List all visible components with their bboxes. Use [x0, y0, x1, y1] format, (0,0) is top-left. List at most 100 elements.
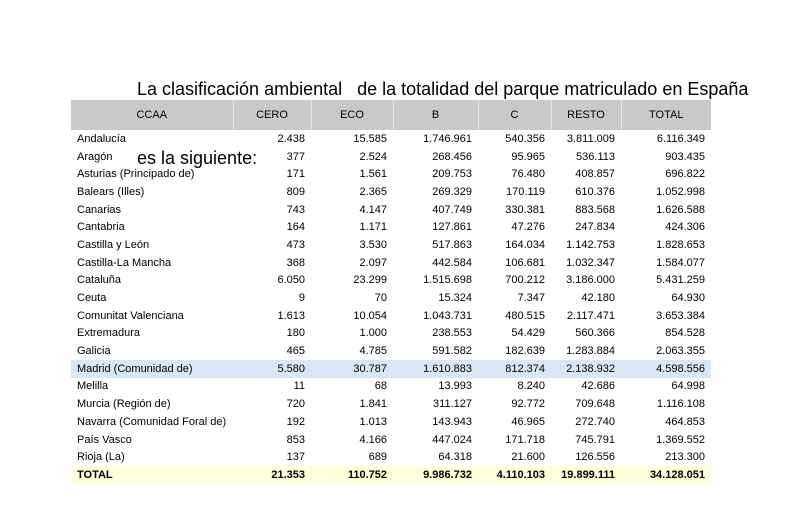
region-cell: Aragón	[77, 150, 113, 163]
value-cell: 1.369.552	[656, 433, 705, 446]
region-cell: Melilla	[77, 380, 109, 393]
region-cell: Rioja (La)	[77, 451, 125, 464]
value-cell: 76.480	[511, 168, 545, 181]
value-cell: 164.034	[505, 238, 545, 251]
value-cell: 1.171	[359, 221, 387, 234]
value-cell: 106.681	[505, 256, 545, 269]
value-cell: 47.276	[511, 221, 545, 234]
value-cell: 64.930	[671, 292, 705, 305]
region-cell: Castilla-La Mancha	[77, 256, 172, 269]
table-row: Aragón 377 2.524 268.456 95.965 536.113 903.43…	[71, 148, 711, 166]
value-cell: 46.965	[511, 415, 545, 428]
value-cell: 465	[286, 345, 305, 358]
value-cell: 2.438	[277, 132, 305, 145]
value-cell: 2.138.932	[551, 359, 621, 378]
value-cell: 4.598.556	[621, 359, 711, 378]
value-cell: 700.212	[505, 274, 545, 287]
value-cell: 64.318	[438, 451, 472, 464]
value-cell: 1.043.731	[423, 309, 472, 322]
value-cell: 171	[286, 168, 305, 181]
table-row: País Vasco 853 4.166 447.024 171.718 745.791 1…	[71, 431, 711, 449]
value-cell: 238.553	[432, 327, 472, 340]
value-cell: 95.965	[511, 150, 545, 163]
value-cell: 3.530	[359, 238, 387, 251]
region-cell: Canarias	[77, 203, 122, 216]
value-cell: 1.841	[359, 398, 387, 411]
value-cell: 1.032.347	[566, 256, 615, 269]
region-cell: Madrid (Comunidad de)	[71, 359, 233, 378]
region-cell: Asturias (Principado de)	[77, 168, 195, 181]
value-cell: 536.113	[576, 150, 615, 163]
value-cell: 311.127	[433, 398, 472, 411]
value-cell: 213.300	[665, 451, 705, 464]
value-cell: 54.429	[511, 327, 545, 340]
value-cell: 743	[286, 203, 305, 216]
value-cell: 70	[374, 292, 387, 305]
table-row: Canarias 743 4.147 407.749 330.381 883.568 1.6…	[71, 201, 711, 219]
value-cell: 442.584	[432, 256, 472, 269]
value-cell: 4.785	[359, 345, 387, 358]
total-cell: 19.899.111	[551, 466, 621, 484]
total-cell: 21.353	[233, 466, 311, 484]
value-cell: 6.050	[277, 274, 305, 287]
value-cell: 68	[374, 380, 387, 393]
value-cell: 9	[298, 292, 305, 305]
region-cell: Comunitat Valenciana	[77, 309, 184, 322]
value-cell: 903.435	[665, 150, 705, 163]
value-cell: 1.561	[359, 168, 387, 181]
column-header: ECO	[310, 100, 393, 130]
region-cell: Cataluña	[77, 274, 122, 287]
value-cell: 42.180	[581, 292, 615, 305]
value-cell: 1.116.108	[656, 398, 705, 411]
value-cell: 1.283.884	[566, 345, 615, 358]
value-cell: 720	[286, 398, 305, 411]
value-cell: 368	[286, 256, 305, 269]
value-cell: 591.582	[432, 345, 472, 358]
value-cell: 2.097	[359, 256, 387, 269]
column-header: CCAA	[71, 100, 233, 130]
value-cell: 268.456	[432, 150, 472, 163]
value-cell: 127.861	[432, 221, 472, 234]
value-cell: 23.299	[353, 274, 387, 287]
value-cell: 11	[293, 380, 305, 393]
value-cell: 853	[286, 433, 305, 446]
value-cell: 10.054	[353, 309, 387, 322]
value-cell: 2.117.471	[566, 309, 615, 322]
value-cell: 1.584.077	[656, 256, 705, 269]
value-cell: 407.749	[432, 203, 472, 216]
table-row: Murcia (Región de) 720 1.841 311.127 92.772 7…	[71, 395, 711, 413]
value-cell: 7.347	[517, 292, 545, 305]
value-cell: 480.515	[505, 309, 545, 322]
value-cell: 15.324	[438, 292, 472, 305]
table-row: Navarra (Comunidad Foral de) 192 1.013 143.…	[71, 413, 711, 431]
value-cell: 3.811.009	[566, 132, 615, 145]
value-cell: 377	[286, 150, 305, 163]
value-cell: 1.828.653	[656, 238, 705, 251]
table-row: Rioja (La) 137 689 64.318 21.600 126.556 213.3…	[71, 448, 711, 466]
table-row: Extremadura 180 1.000 238.553 54.429 560.366 8…	[71, 325, 711, 343]
value-cell: 3.653.384	[656, 309, 705, 322]
value-cell: 209.753	[432, 168, 472, 181]
column-header: C	[477, 100, 551, 130]
value-cell: 171.718	[505, 433, 545, 446]
value-cell: 854.528	[665, 327, 705, 340]
value-cell: 3.186.000	[566, 274, 615, 287]
value-cell: 92.772	[511, 398, 545, 411]
title: La clasificación ambiental de la totalid…	[137, 32, 748, 216]
table-row: Cataluña 6.050 23.299 1.515.698 700.212 3.186…	[71, 272, 711, 290]
value-cell: 560.366	[575, 327, 615, 340]
value-cell: 1.610.883	[393, 359, 478, 378]
value-cell: 126.556	[575, 451, 615, 464]
value-cell: 269.329	[432, 185, 472, 198]
value-cell: 30.787	[311, 359, 393, 378]
region-cell: Cantabria	[77, 221, 125, 234]
value-cell: 21.600	[511, 451, 545, 464]
title-line: es la siguiente:	[137, 148, 258, 168]
table-row: Balears (Illes) 809 2.365 269.329 170.119 610…	[71, 183, 711, 201]
value-cell: 5.580	[233, 359, 311, 378]
table-row: Melilla 11 68 13.993 8.240 42.686 64.998	[71, 378, 711, 396]
value-cell: 1.613	[277, 309, 305, 322]
table-row: Castilla-La Mancha 368 2.097 442.584 106.681…	[71, 254, 711, 272]
value-cell: 408.857	[575, 168, 615, 181]
